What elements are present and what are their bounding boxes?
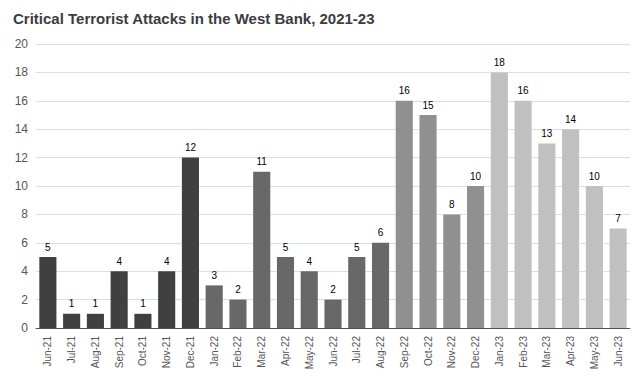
svg-text:12: 12 [15,151,29,165]
svg-text:20: 20 [15,37,29,51]
svg-text:13: 13 [541,128,553,139]
svg-text:Jan-23: Jan-23 [494,336,505,367]
svg-text:18: 18 [15,65,29,79]
svg-text:Jun-21: Jun-21 [42,336,53,367]
svg-text:Aug-22: Aug-22 [375,336,386,369]
svg-text:5: 5 [45,242,51,253]
svg-text:Apr-22: Apr-22 [280,336,291,366]
svg-text:3: 3 [211,270,217,281]
svg-text:11: 11 [257,156,268,167]
svg-text:8: 8 [21,207,28,221]
svg-text:Jul-21: Jul-21 [66,336,77,364]
svg-text:16: 16 [399,85,411,96]
svg-text:Mar-22: Mar-22 [256,336,267,368]
svg-text:5: 5 [354,242,360,253]
svg-text:8: 8 [449,199,455,210]
svg-text:10: 10 [589,171,601,182]
svg-text:Jun-22: Jun-22 [328,336,339,367]
svg-text:10: 10 [470,171,482,182]
svg-text:15: 15 [422,100,434,111]
svg-text:4: 4 [21,264,28,278]
svg-text:4: 4 [164,256,170,267]
svg-text:Sep-22: Sep-22 [399,336,410,369]
svg-text:Critical Terrorist Attacks in: Critical Terrorist Attacks in the West B… [13,10,375,27]
svg-text:Dec-21: Dec-21 [185,336,196,369]
svg-text:Sep-21: Sep-21 [114,336,125,369]
svg-text:2: 2 [235,284,241,295]
svg-text:0: 0 [21,321,28,335]
svg-text:10: 10 [15,179,29,193]
svg-text:4: 4 [116,256,122,267]
svg-text:Dec-22: Dec-22 [470,336,481,369]
svg-text:Jan-22: Jan-22 [209,336,220,367]
svg-text:18: 18 [494,57,506,68]
svg-text:4: 4 [306,256,312,267]
svg-text:1: 1 [140,298,146,309]
svg-text:Oct-22: Oct-22 [423,336,434,366]
svg-text:16: 16 [15,94,29,108]
svg-text:14: 14 [15,122,29,136]
svg-text:6: 6 [21,236,28,250]
svg-text:Mar-23: Mar-23 [541,336,552,368]
svg-text:12: 12 [185,142,197,153]
svg-text:2: 2 [21,293,28,307]
svg-text:Apr-23: Apr-23 [565,336,576,366]
svg-text:Aug-21: Aug-21 [90,336,101,369]
svg-text:Oct-21: Oct-21 [137,336,148,366]
svg-text:May-23: May-23 [589,336,600,370]
svg-text:Jul-22: Jul-22 [351,336,362,364]
svg-text:May-22: May-22 [304,336,315,370]
svg-text:2: 2 [330,284,336,295]
svg-text:Feb-22: Feb-22 [232,336,243,368]
svg-text:14: 14 [565,114,577,125]
svg-text:16: 16 [518,85,530,96]
svg-text:Nov-22: Nov-22 [446,336,457,369]
svg-text:Nov-21: Nov-21 [161,336,172,369]
svg-text:1: 1 [69,298,75,309]
svg-text:7: 7 [615,213,621,224]
svg-text:Feb-23: Feb-23 [518,336,529,368]
svg-text:6: 6 [378,227,384,238]
svg-text:1: 1 [93,298,99,309]
svg-text:Jun-23: Jun-23 [613,336,624,367]
svg-text:5: 5 [283,242,289,253]
